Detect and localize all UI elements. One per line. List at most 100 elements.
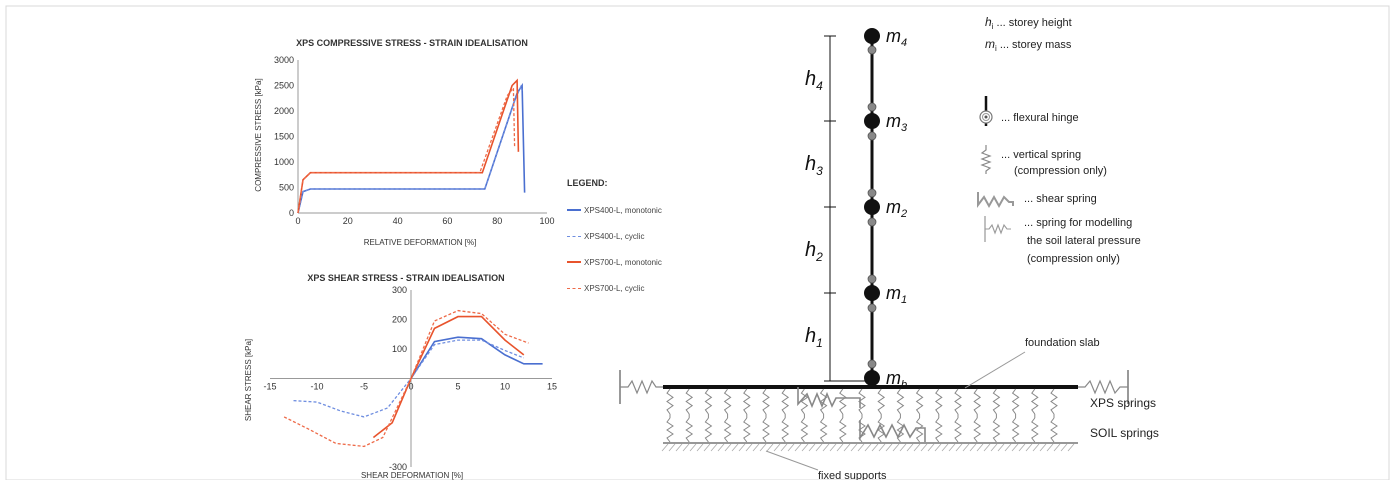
chart-legend: LEGEND: XPS400-L, monotonic XPS400-L, cy… xyxy=(567,178,677,301)
legend-label: XPS400-L, monotonic xyxy=(584,205,662,215)
hatch-mark xyxy=(871,443,879,452)
lateral-spring-right xyxy=(1078,370,1129,404)
x-tick-label: 100 xyxy=(539,216,554,226)
compressive-y-axis-label: COMPRESSIVE STRESS [kPa] xyxy=(254,78,263,191)
xps-spring xyxy=(723,388,732,415)
hatch-mark xyxy=(836,443,844,452)
mass-node-2 xyxy=(864,199,880,215)
soil-spring xyxy=(838,417,847,443)
y-tick-label: 3000 xyxy=(274,55,294,65)
key-vertical-spring-note: (compression only) xyxy=(1014,165,1107,177)
hinge-node xyxy=(867,303,877,313)
hatch-mark xyxy=(906,443,914,452)
hatch-mark xyxy=(1032,443,1040,452)
hatch-mark xyxy=(843,443,851,452)
xps-spring xyxy=(1011,388,1020,415)
soil-spring xyxy=(858,417,866,443)
hatch-mark xyxy=(808,443,816,452)
soil-spring xyxy=(934,417,943,443)
y-tick-label: 500 xyxy=(279,183,294,193)
soil-spring xyxy=(1050,417,1058,443)
x-tick-label: 0 xyxy=(295,216,300,226)
compressive-axes xyxy=(297,60,547,214)
structural-model: mb m1 m2 m3 m4 h1 h2 h3 h4 found xyxy=(619,26,1159,480)
hatch-mark xyxy=(738,443,746,452)
mass-node-1 xyxy=(864,285,880,301)
soil-spring xyxy=(973,417,982,443)
xps-spring xyxy=(973,388,982,415)
mass-label-1: m1 xyxy=(886,283,907,306)
y-tick-label: 1000 xyxy=(274,157,294,167)
shear-spring-icon xyxy=(977,192,1014,209)
hatch-mark xyxy=(794,443,802,452)
series-line xyxy=(283,309,529,448)
soil-spring xyxy=(781,417,790,443)
legend-swatch xyxy=(567,209,581,211)
mass-node-3 xyxy=(864,113,880,129)
compressive-x-axis-label: RELATIVE DEFORMATION [%] xyxy=(364,238,477,247)
xps-spring xyxy=(800,388,809,415)
xps-spring xyxy=(685,388,694,415)
soil-spring xyxy=(762,417,770,443)
x-tick-label: 5 xyxy=(455,382,460,392)
y-tick-label: -300 xyxy=(389,462,407,472)
key-flexural-hinge: ... flexural hinge xyxy=(1001,112,1079,124)
hatch-mark xyxy=(1053,443,1061,452)
legend-label: XPS700-L, monotonic xyxy=(584,257,662,267)
hatch-mark xyxy=(899,443,907,452)
hatch-mark xyxy=(969,443,977,452)
hatch-mark xyxy=(1004,443,1012,452)
y-tick-label: 200 xyxy=(392,315,407,325)
lateral-spring-left xyxy=(619,370,663,404)
x-tick-label: -15 xyxy=(263,382,276,392)
lateral-spring-icon xyxy=(984,216,1011,242)
hatch-mark xyxy=(661,443,669,452)
hatch-mark xyxy=(780,443,788,452)
y-tick-label: 100 xyxy=(392,344,407,354)
hatch-mark xyxy=(787,443,795,452)
hatch-mark xyxy=(773,443,781,452)
xps-spring xyxy=(896,388,905,415)
hatch-mark xyxy=(850,443,858,452)
series-line xyxy=(297,84,523,214)
hatch-mark xyxy=(927,443,935,452)
height-label-2: h2 xyxy=(805,239,823,264)
legend-item-xps400-cyclic: XPS400-L, cyclic xyxy=(567,223,677,249)
hatch-mark xyxy=(962,443,970,452)
soil-spring xyxy=(800,417,809,443)
hatch-mark xyxy=(1011,443,1019,452)
key-lateral-spring: ... spring for modelling xyxy=(1024,217,1132,229)
vertical-spring-icon xyxy=(980,145,992,174)
hatch-mark xyxy=(668,443,676,452)
soil-spring xyxy=(915,417,924,443)
shear-x-axis-label: SHEAR DEFORMATION [%] xyxy=(361,471,463,480)
xps-spring xyxy=(666,388,674,415)
model-key: hi ... storey height mi ... storey mass … xyxy=(977,15,1141,265)
xps-springs-label: XPS springs xyxy=(1090,396,1156,410)
soil-spring xyxy=(1030,417,1039,443)
compressive-series xyxy=(297,78,526,214)
x-tick-label: 60 xyxy=(442,216,452,226)
series-line xyxy=(297,78,520,214)
key-shear-spring: ... shear spring xyxy=(1024,193,1097,205)
height-label-1: h1 xyxy=(805,325,823,350)
xps-spring xyxy=(781,388,790,415)
legend-item-xps700-monotonic: XPS700-L, monotonic xyxy=(567,249,677,275)
xps-spring xyxy=(704,388,713,415)
legend-label: XPS700-L, cyclic xyxy=(584,283,645,293)
xps-spring xyxy=(838,388,847,415)
hatch-mark xyxy=(857,443,865,452)
hatch-mark xyxy=(822,443,830,452)
key-storey-mass: mi ... storey mass xyxy=(985,37,1072,53)
hatch-mark xyxy=(829,443,837,452)
ground-hatch xyxy=(661,443,1075,452)
hatch-mark xyxy=(801,443,809,452)
fixed-supports-label: fixed supports xyxy=(818,470,887,480)
x-tick-label: 0 xyxy=(408,382,413,392)
soil-spring xyxy=(704,417,713,443)
xps-spring xyxy=(762,388,770,415)
mass-node-b xyxy=(864,370,880,386)
hatch-mark xyxy=(864,443,872,452)
x-tick-label: 20 xyxy=(343,216,353,226)
